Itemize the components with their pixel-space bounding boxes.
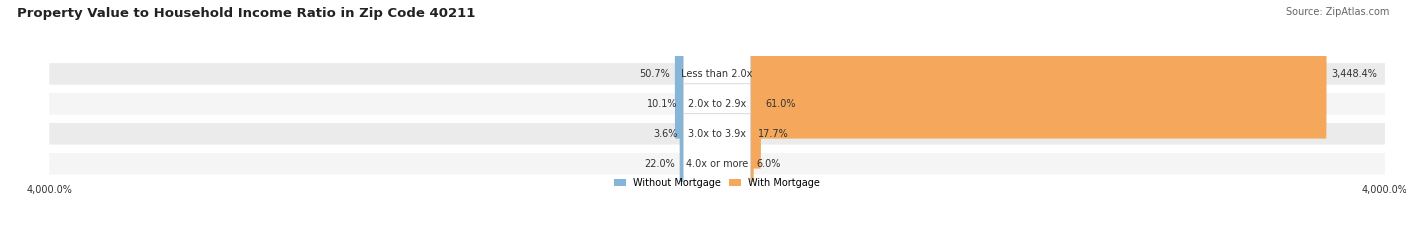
- Text: 50.7%: 50.7%: [640, 69, 671, 79]
- Text: 3.0x to 3.9x: 3.0x to 3.9x: [688, 129, 747, 139]
- Text: 4.0x or more: 4.0x or more: [686, 159, 748, 169]
- Text: Source: ZipAtlas.com: Source: ZipAtlas.com: [1285, 7, 1389, 17]
- FancyBboxPatch shape: [751, 39, 761, 168]
- Text: 3.6%: 3.6%: [654, 129, 678, 139]
- FancyBboxPatch shape: [751, 69, 754, 199]
- Text: Less than 2.0x: Less than 2.0x: [682, 69, 752, 79]
- FancyBboxPatch shape: [679, 99, 683, 229]
- FancyBboxPatch shape: [683, 114, 751, 214]
- FancyBboxPatch shape: [683, 54, 751, 154]
- FancyBboxPatch shape: [682, 39, 683, 168]
- Text: 61.0%: 61.0%: [766, 99, 796, 109]
- FancyBboxPatch shape: [751, 9, 1326, 139]
- FancyBboxPatch shape: [751, 99, 752, 229]
- FancyBboxPatch shape: [49, 123, 1385, 145]
- Text: 10.1%: 10.1%: [647, 99, 676, 109]
- FancyBboxPatch shape: [683, 24, 751, 124]
- Text: Property Value to Household Income Ratio in Zip Code 40211: Property Value to Household Income Ratio…: [17, 7, 475, 20]
- Legend: Without Mortgage, With Mortgage: Without Mortgage, With Mortgage: [610, 174, 824, 192]
- Text: 6.0%: 6.0%: [756, 159, 780, 169]
- FancyBboxPatch shape: [675, 9, 683, 139]
- FancyBboxPatch shape: [49, 153, 1385, 175]
- Text: 3,448.4%: 3,448.4%: [1331, 69, 1376, 79]
- Text: 22.0%: 22.0%: [644, 159, 675, 169]
- Text: 17.7%: 17.7%: [758, 129, 789, 139]
- Text: 2.0x to 2.9x: 2.0x to 2.9x: [688, 99, 747, 109]
- FancyBboxPatch shape: [683, 84, 751, 184]
- FancyBboxPatch shape: [49, 93, 1385, 115]
- FancyBboxPatch shape: [49, 63, 1385, 85]
